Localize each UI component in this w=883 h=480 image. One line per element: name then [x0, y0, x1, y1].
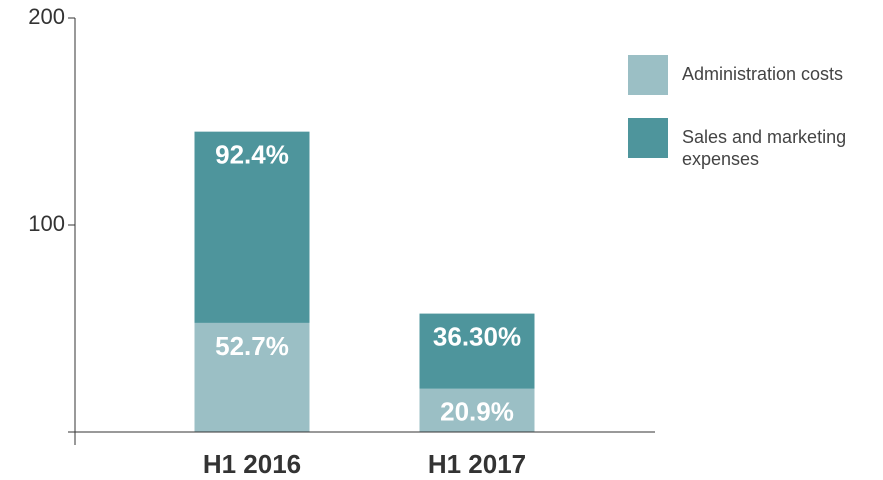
bar-segment [194, 322, 310, 432]
legend-swatch [628, 118, 668, 158]
bar-segment [194, 131, 310, 323]
data-label: 20.9% [440, 397, 514, 427]
legend-label: Sales and marketing expenses [682, 127, 847, 169]
bar-segment [419, 388, 535, 432]
legend-item: Administration costs [628, 55, 882, 95]
y-tick-label: 200 [28, 4, 65, 29]
x-tick-label: H1 2017 [428, 449, 526, 479]
x-tick-label: H1 2016 [203, 449, 301, 479]
legend-swatch [628, 55, 668, 95]
data-label: 52.7% [215, 331, 289, 361]
data-label: 92.4% [215, 140, 289, 170]
y-tick-label: 100 [28, 211, 65, 236]
legend-label: Administration costs [682, 64, 844, 84]
bar-segment [419, 313, 535, 389]
data-label: 36.30% [433, 321, 521, 351]
legend-item: Sales and marketing expenses [628, 118, 882, 170]
